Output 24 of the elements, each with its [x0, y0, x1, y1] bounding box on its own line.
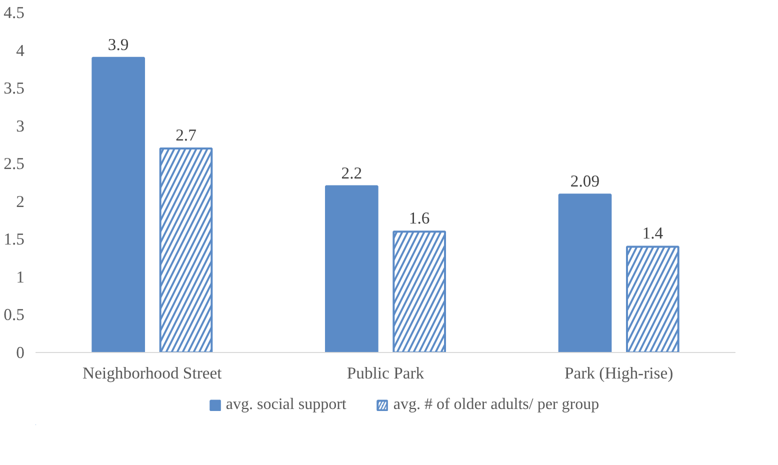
data-label: 3.9	[108, 34, 129, 54]
data-label: 1.6	[408, 208, 430, 228]
y-tick-label: 1.5	[4, 230, 25, 249]
y-tick-label: 3	[16, 116, 24, 136]
y-tick-label: 1	[16, 267, 24, 286]
bar	[325, 185, 378, 352]
data-label: 2.7	[176, 126, 196, 144]
y-tick-label: 2	[16, 192, 24, 211]
data-label: 2.09	[570, 172, 600, 191]
y-tick-label: 3.5	[4, 78, 25, 98]
data-label: 1.4	[642, 224, 664, 243]
y-tick-label: 4	[16, 40, 26, 60]
y-tick-label: 2.5	[4, 154, 25, 174]
y-tick-label: 4.5	[4, 3, 25, 22]
bar	[92, 56, 145, 352]
y-tick-label: 0	[16, 343, 24, 362]
legend-label: avg. # of older adults/ per group	[393, 396, 600, 414]
x-tick-label: Neighborhood Street	[82, 364, 222, 382]
legend-label: avg. social support	[226, 396, 346, 414]
bar	[558, 194, 612, 352]
x-tick-label: Public Park	[346, 364, 425, 382]
y-tick-label: 0.5	[4, 305, 25, 324]
data-label: 2.2	[341, 163, 362, 182]
x-tick-label: Park (High-rise)	[564, 364, 674, 382]
